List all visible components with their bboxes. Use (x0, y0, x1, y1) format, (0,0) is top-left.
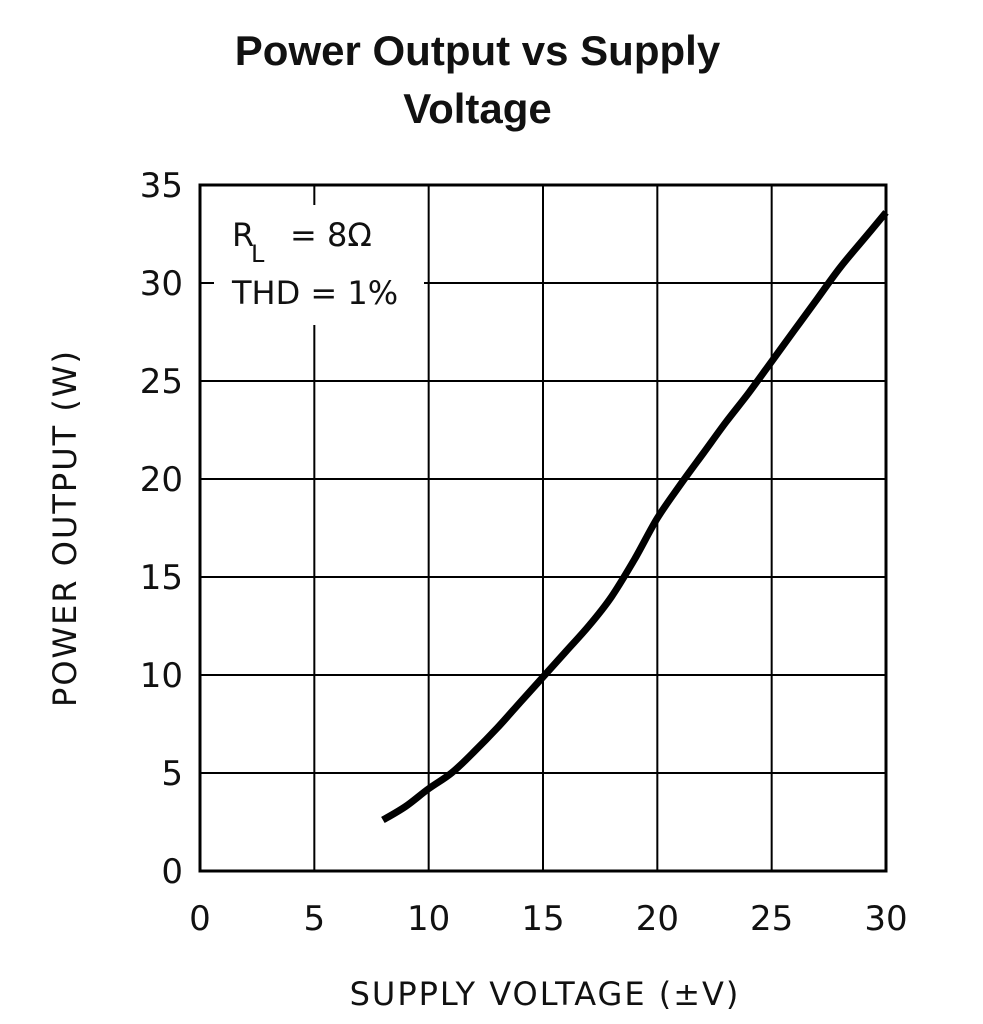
tick-labels: 0 5 10 15 20 25 30 0 5 10 15 20 25 30 35 (140, 166, 908, 939)
y-axis-label: POWER OUTPUT (W) (46, 349, 84, 707)
x-axis-label: SUPPLY VOLTAGE (±V) (350, 975, 741, 1013)
y-tick-label-1: 5 (161, 754, 183, 794)
legend-box (214, 205, 424, 325)
chart-title-line-1: Power Output vs Supply (234, 27, 721, 74)
chart-title: Power Output vs Supply Voltage (0, 22, 955, 138)
x-tick-label-5: 25 (750, 899, 793, 939)
y-tick-label-6: 30 (140, 264, 183, 304)
x-tick-label-4: 20 (636, 899, 679, 939)
legend-load-subscript: L (251, 240, 265, 268)
x-tick-label-6: 30 (864, 899, 907, 939)
y-tick-label-0: 0 (161, 852, 183, 892)
plot-frame (198, 183, 888, 873)
x-tick-label-2: 10 (407, 899, 450, 939)
y-tick-label-2: 10 (140, 656, 183, 696)
y-tick-label-7: 35 (140, 166, 183, 206)
x-tick-label-3: 15 (521, 899, 564, 939)
x-tick-label-0: 0 (189, 899, 211, 939)
chart-title-line-2: Voltage (403, 85, 552, 132)
series-line (381, 210, 889, 824)
y-tick-label-3: 15 (140, 558, 183, 598)
legend-load-symbol: R (232, 216, 254, 254)
legend-thd: THD = 1% (231, 274, 398, 312)
y-tick-label-4: 20 (140, 460, 183, 500)
x-tick-label-1: 5 (304, 899, 326, 939)
legend-load-value: = 8Ω (290, 216, 372, 254)
y-tick-label-5: 25 (140, 362, 183, 402)
